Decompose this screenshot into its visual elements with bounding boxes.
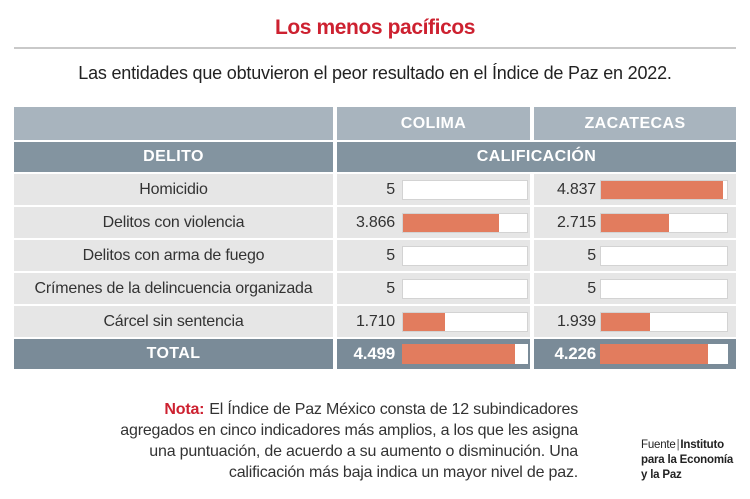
source-name-line-3: y la Paz bbox=[641, 469, 682, 481]
bar-carcel-sin-sentencia-colima bbox=[403, 312, 446, 331]
title-divider bbox=[14, 47, 736, 49]
bar-track-carcel-sin-sentencia-zacatecas bbox=[600, 311, 728, 332]
source-name-line-1: Instituto bbox=[680, 439, 724, 451]
source-line-3: y la Paz bbox=[641, 468, 733, 483]
cell-total-colima: 4.499 bbox=[337, 339, 530, 369]
note-line-2: agregados en cinco indicadores más ampli… bbox=[120, 422, 578, 439]
row-label-homicidio: Homicidio bbox=[14, 174, 333, 205]
data-table: COLIMA ZACATECAS DELITO CALIFICACIÓN Hom… bbox=[14, 107, 736, 369]
value-homicidio-zacatecas: 4.837 bbox=[556, 180, 596, 198]
chart-title: Los menos pacíficos bbox=[274, 16, 476, 39]
cell-total-zacatecas: 4.226 bbox=[534, 339, 736, 369]
cell-delitos-con-violencia-zacatecas: 2.715 bbox=[534, 207, 736, 238]
note-text: El Índice de Paz México consta de 12 sub… bbox=[209, 401, 578, 418]
value-homicidio-colima: 5 bbox=[386, 180, 395, 198]
footnote: Nota: El Índice de Paz México consta de 1… bbox=[120, 399, 578, 483]
cell-carcel-sin-sentencia-colima: 1.710 bbox=[337, 306, 530, 337]
bar-homicidio-zacatecas bbox=[601, 180, 723, 199]
cell-carcel-sin-sentencia-zacatecas: 1.939 bbox=[534, 306, 736, 337]
row-label-crimenes-de-la-delincuencia-organizada: Crímenes de la delincuencia organizada bbox=[14, 273, 333, 304]
bar-total-colima bbox=[402, 344, 516, 364]
header-blank-cell bbox=[14, 107, 333, 140]
note-line-3: una puntuación, de acuerdo a su aumento … bbox=[149, 443, 578, 460]
bar-total-zacatecas bbox=[600, 344, 709, 364]
source-line-1: Fuente|Instituto bbox=[641, 438, 733, 453]
total-label: TOTAL bbox=[14, 339, 333, 369]
bar-track-crimenes-de-la-delincuencia-organizada-zacatecas bbox=[600, 278, 728, 299]
row-label-delitos-con-violencia: Delitos con violencia bbox=[14, 207, 333, 238]
source-label: Fuente bbox=[641, 439, 676, 451]
chart-subtitle: Las entidades que obtuvieron el peor res… bbox=[78, 63, 672, 83]
bar-track-homicidio-zacatecas bbox=[600, 179, 728, 200]
value-total-colima: 4.499 bbox=[353, 344, 395, 363]
bar-track-carcel-sin-sentencia-colima bbox=[402, 311, 528, 332]
note-line-4: calificación más baja indica un mayor ni… bbox=[228, 464, 578, 481]
bar-track-delitos-con-arma-de-fuego-zacatecas bbox=[600, 245, 728, 266]
row-label-delitos-con-arma-de-fuego: Delitos con arma de fuego bbox=[14, 240, 333, 271]
cell-homicidio-colima: 5 bbox=[337, 174, 530, 205]
bar-delitos-con-violencia-colima bbox=[403, 213, 499, 232]
value-header-calificacion: CALIFICACIÓN bbox=[337, 142, 736, 172]
value-crimenes-de-la-delincuencia-organizada-zacatecas: 5 bbox=[587, 279, 596, 297]
bar-track-delitos-con-violencia-zacatecas bbox=[600, 212, 728, 233]
cell-crimenes-de-la-delincuencia-organizada-zacatecas: 5 bbox=[534, 273, 736, 304]
bar-carcel-sin-sentencia-zacatecas bbox=[601, 312, 650, 331]
column-header-colima: COLIMA bbox=[337, 107, 530, 140]
source-line-2: para la Economía bbox=[641, 453, 733, 468]
value-carcel-sin-sentencia-colima: 1.710 bbox=[355, 312, 395, 330]
source-credit: Fuente|Instituto para la Economía y la P… bbox=[641, 438, 733, 483]
note-line-1: Nota: El Índice de Paz México consta de 1… bbox=[120, 399, 578, 420]
bar-track-delitos-con-arma-de-fuego-colima bbox=[402, 245, 528, 266]
bar-delitos-con-violencia-zacatecas bbox=[601, 213, 670, 232]
source-name-line-2: para la Economía bbox=[641, 454, 734, 466]
bar-track-crimenes-de-la-delincuencia-organizada-colima bbox=[402, 278, 528, 299]
value-delitos-con-arma-de-fuego-colima: 5 bbox=[386, 246, 395, 264]
cell-crimenes-de-la-delincuencia-organizada-colima: 5 bbox=[337, 273, 530, 304]
value-delitos-con-violencia-colima: 3.866 bbox=[355, 213, 395, 231]
bar-track-homicidio-colima bbox=[402, 179, 528, 200]
bar-track-delitos-con-violencia-colima bbox=[402, 212, 528, 233]
cell-homicidio-zacatecas: 4.837 bbox=[534, 174, 736, 205]
cell-delitos-con-arma-de-fuego-zacatecas: 5 bbox=[534, 240, 736, 271]
value-crimenes-de-la-delincuencia-organizada-colima: 5 bbox=[386, 279, 395, 297]
value-total-zacatecas: 4.226 bbox=[554, 344, 596, 363]
source-separator: | bbox=[676, 439, 680, 451]
cell-delitos-con-arma-de-fuego-colima: 5 bbox=[337, 240, 530, 271]
value-delitos-con-violencia-zacatecas: 2.715 bbox=[556, 213, 596, 231]
row-label-carcel-sin-sentencia: Cárcel sin sentencia bbox=[14, 306, 333, 337]
note-label: Nota: bbox=[164, 401, 205, 418]
value-delitos-con-arma-de-fuego-zacatecas: 5 bbox=[587, 246, 596, 264]
column-header-zacatecas: ZACATECAS bbox=[534, 107, 736, 140]
bar-track-total-zacatecas bbox=[600, 344, 728, 364]
cell-delitos-con-violencia-colima: 3.866 bbox=[337, 207, 530, 238]
value-carcel-sin-sentencia-zacatecas: 1.939 bbox=[556, 312, 596, 330]
bar-track-total-colima bbox=[402, 344, 528, 364]
row-header-delito: DELITO bbox=[14, 142, 333, 172]
